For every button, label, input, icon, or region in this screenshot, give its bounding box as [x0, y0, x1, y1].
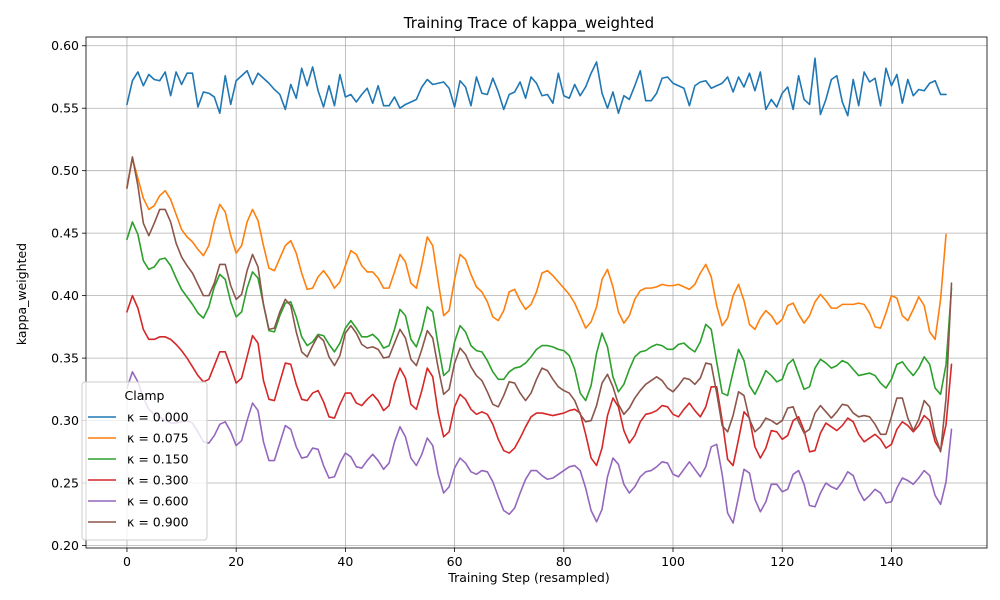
- x-tick-label: 80: [556, 554, 572, 569]
- axes-frame: [85, 36, 988, 549]
- y-tick-label: 0.40: [51, 288, 79, 303]
- series-line-0: [126, 57, 947, 117]
- y-tick-label: 0.45: [51, 226, 79, 241]
- legend: Clamp κ = 0.000 κ = 0.075 κ = 0.150 κ = 0.3…: [81, 381, 208, 541]
- legend-label-0: κ = 0.000: [127, 410, 189, 425]
- x-tick-label: 60: [447, 554, 463, 569]
- x-tick-label: 140: [880, 554, 904, 569]
- x-tick-label: 20: [228, 554, 244, 569]
- series-line-4: [126, 371, 953, 524]
- legend-label-5: κ = 0.900: [127, 515, 189, 530]
- legend-label-2: κ = 0.150: [127, 452, 189, 467]
- x-axis-label: Training Step (resampled): [447, 570, 609, 585]
- y-axis-label: kappa_weighted: [14, 243, 29, 345]
- series-lines: [126, 57, 953, 524]
- series-line-3: [126, 294, 953, 467]
- y-tick-label: 0.20: [51, 538, 79, 553]
- plot-area: 0 20 40 60 80 100 120 140 0.20 0.25 0.30 0.35 0.40 0.…: [51, 36, 988, 569]
- legend-label-1: κ = 0.075: [127, 431, 189, 446]
- x-tick-label: 40: [337, 554, 353, 569]
- x-tick-label: 100: [661, 554, 685, 569]
- series-line-5: [126, 156, 953, 453]
- axis-ticks: 0 20 40 60 80 100 120 140 0.20 0.25 0.30 0.35 0.40 0.…: [51, 38, 903, 569]
- legend-items: κ = 0.000 κ = 0.075 κ = 0.150 κ = 0.300 κ = …: [88, 410, 189, 530]
- series-line-1: [126, 157, 947, 341]
- x-tick-label: 0: [123, 554, 131, 569]
- legend-title: Clamp: [125, 388, 165, 403]
- chart-title: Training Trace of kappa_weighted: [403, 14, 654, 33]
- y-tick-label: 0.50: [51, 163, 79, 178]
- grid-lines: [86, 37, 987, 548]
- y-tick-label: 0.60: [51, 38, 79, 53]
- legend-label-3: κ = 0.300: [127, 473, 189, 488]
- legend-label-4: κ = 0.600: [127, 494, 189, 509]
- y-tick-label: 0.55: [51, 101, 79, 116]
- y-tick-label: 0.35: [51, 351, 79, 366]
- y-tick-label: 0.30: [51, 413, 79, 428]
- x-tick-label: 120: [770, 554, 794, 569]
- y-tick-label: 0.25: [51, 476, 79, 491]
